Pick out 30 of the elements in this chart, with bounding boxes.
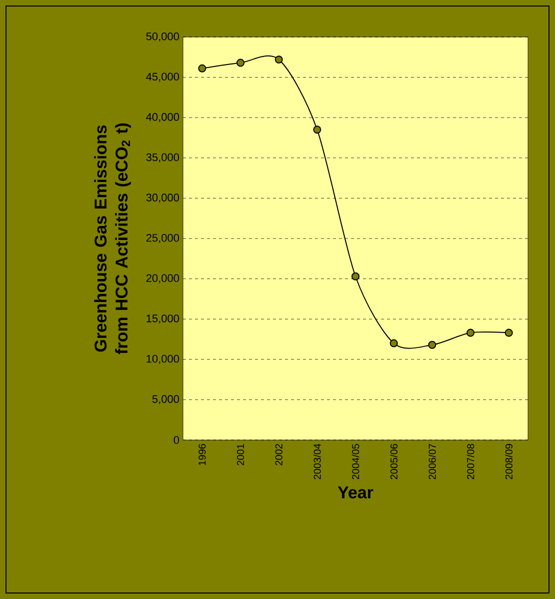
point <box>352 272 360 280</box>
y-tick-label: 25,000 <box>146 234 180 244</box>
x-tick-label: 2003/04 <box>313 444 321 480</box>
point <box>236 58 244 67</box>
y-tick-label: 15,000 <box>146 314 180 324</box>
x-tick-label: 2006/07 <box>428 444 436 480</box>
point <box>198 64 206 72</box>
x-tick-label: 2004/05 <box>352 444 360 480</box>
y-tick-label: 10,000 <box>146 354 180 364</box>
y-tick-label: 30,000 <box>146 194 180 203</box>
x-axis-title: Year <box>338 486 374 498</box>
y-tick-label: 20,000 <box>146 274 180 284</box>
y-tick-label: 35,000 <box>146 153 180 162</box>
point <box>274 56 283 64</box>
x-tick-label: 2008/09 <box>505 444 512 480</box>
y-tick-label: 45,000 <box>146 72 180 82</box>
y-tick-label: 5,000 <box>152 395 180 404</box>
y-tick-label: 40,000 <box>146 113 180 122</box>
y-tick-label: 50,000 <box>146 32 180 42</box>
point <box>313 126 322 134</box>
x-tick-label: 2007/08 <box>466 444 474 480</box>
y-tick-label: 0 <box>174 436 180 444</box>
point <box>390 339 398 348</box>
point <box>466 328 474 337</box>
x-tick-label: 1996 <box>198 444 206 466</box>
point <box>428 340 436 349</box>
x-tick-label: 2001 <box>236 444 244 466</box>
x-tick-label: 2005/06 <box>390 444 398 480</box>
point <box>504 328 513 337</box>
x-tick-label: 2002 <box>275 444 282 466</box>
